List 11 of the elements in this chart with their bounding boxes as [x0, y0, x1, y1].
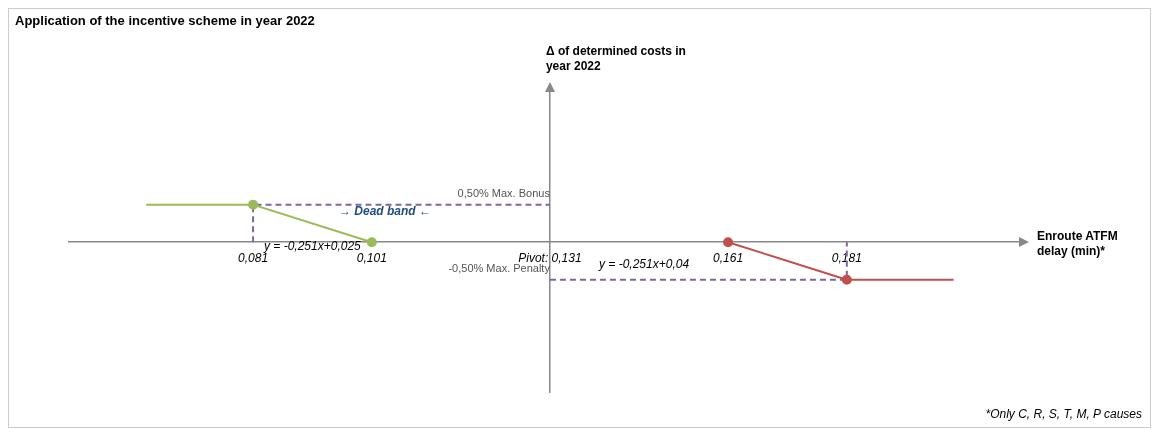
x-tick-label: 0,101 [356, 250, 387, 265]
annotation: y = -0,251x+0,025 [264, 239, 361, 253]
x-tick-label: Pivot: 0,131 [518, 250, 582, 265]
annotation: → Dead band ← [339, 204, 432, 218]
x-tick-label: 0,181 [831, 250, 862, 265]
text: *Only C, R, S, T, M, P causes [984, 407, 1143, 423]
annotation: y = -0,251x+0,04 [599, 257, 690, 271]
x-axis-title: Enroute ATFM delay (min)* [1037, 228, 1118, 258]
x-tick-label: 0,161 [713, 250, 744, 265]
chart-title: Application of the incentive scheme in year 2022 [14, 12, 316, 30]
y-axis-title: Δ of determined costs in year 2022 [545, 44, 686, 74]
